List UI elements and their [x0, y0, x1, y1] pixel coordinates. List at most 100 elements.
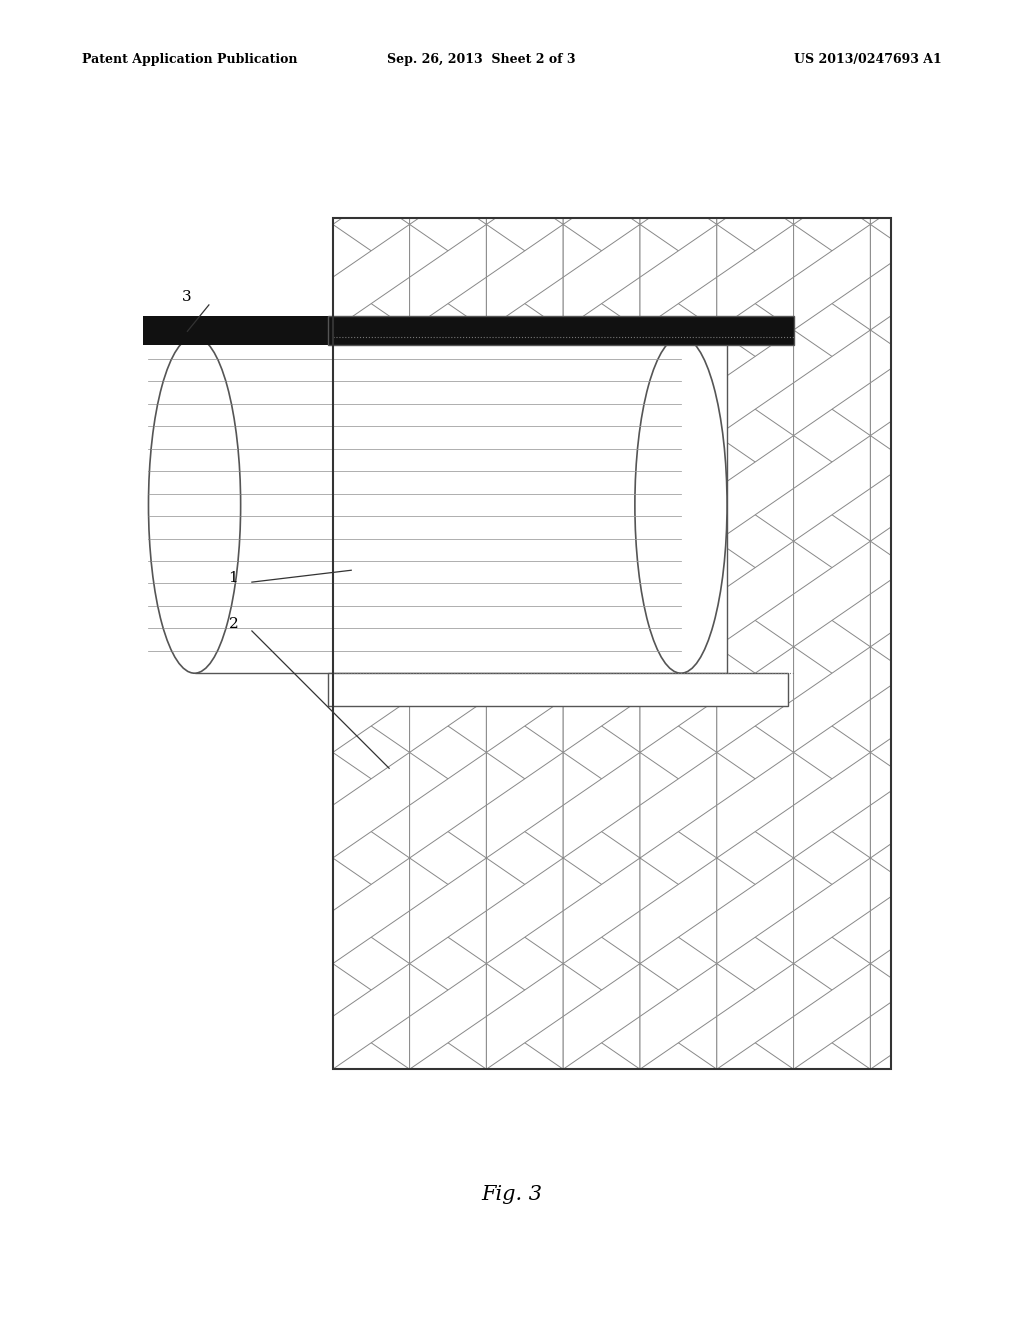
Polygon shape	[794, 858, 870, 964]
Polygon shape	[410, 119, 486, 224]
Polygon shape	[179, 858, 256, 964]
Polygon shape	[410, 964, 486, 1069]
Polygon shape	[870, 224, 947, 330]
Polygon shape	[947, 330, 1024, 436]
Polygon shape	[870, 752, 947, 858]
Polygon shape	[102, 13, 179, 119]
Polygon shape	[640, 964, 717, 1069]
Polygon shape	[179, 858, 256, 964]
Polygon shape	[947, 858, 1024, 964]
Polygon shape	[102, 752, 179, 858]
Polygon shape	[256, 1175, 333, 1280]
Polygon shape	[179, 13, 256, 119]
Polygon shape	[717, 858, 794, 964]
Polygon shape	[717, 1069, 794, 1175]
Polygon shape	[256, 858, 333, 964]
Polygon shape	[486, 0, 563, 13]
Polygon shape	[333, 13, 410, 119]
Text: 3: 3	[181, 290, 191, 304]
Polygon shape	[179, 119, 256, 224]
Polygon shape	[410, 224, 486, 330]
Polygon shape	[563, 858, 640, 964]
Polygon shape	[794, 964, 870, 1069]
Polygon shape	[947, 1175, 1024, 1280]
Polygon shape	[102, 964, 179, 1069]
Polygon shape	[563, 224, 640, 330]
Polygon shape	[717, 119, 794, 224]
Polygon shape	[717, 964, 794, 1069]
Polygon shape	[717, 1175, 794, 1280]
Bar	[333, 218, 891, 1069]
Polygon shape	[333, 224, 410, 330]
Bar	[333, 218, 891, 1069]
Polygon shape	[794, 752, 870, 858]
Polygon shape	[563, 119, 640, 224]
Polygon shape	[563, 436, 640, 541]
Polygon shape	[870, 752, 947, 858]
Polygon shape	[717, 1175, 794, 1280]
Polygon shape	[410, 0, 486, 13]
Polygon shape	[640, 224, 717, 330]
Polygon shape	[179, 1069, 256, 1175]
Polygon shape	[870, 858, 947, 964]
Polygon shape	[410, 858, 486, 964]
Polygon shape	[794, 119, 870, 224]
Polygon shape	[410, 119, 486, 224]
Polygon shape	[870, 647, 947, 752]
Polygon shape	[640, 647, 717, 752]
Polygon shape	[717, 224, 794, 330]
Polygon shape	[563, 964, 640, 1069]
Polygon shape	[717, 436, 794, 541]
Polygon shape	[256, 224, 333, 330]
Polygon shape	[947, 752, 1024, 858]
Text: 1: 1	[228, 572, 239, 585]
Polygon shape	[256, 1069, 333, 1175]
Polygon shape	[947, 1175, 1024, 1280]
Polygon shape	[486, 224, 563, 330]
Polygon shape	[947, 541, 1024, 647]
Bar	[195, 337, 727, 673]
Polygon shape	[947, 964, 1024, 1069]
Bar	[333, 218, 891, 1069]
Polygon shape	[179, 119, 256, 224]
Polygon shape	[333, 119, 410, 224]
Polygon shape	[717, 647, 794, 752]
Polygon shape	[179, 541, 256, 647]
Polygon shape	[333, 436, 410, 541]
Polygon shape	[486, 119, 563, 224]
Polygon shape	[486, 1175, 563, 1280]
Polygon shape	[794, 119, 870, 224]
Polygon shape	[640, 436, 717, 541]
Polygon shape	[179, 752, 256, 858]
Polygon shape	[640, 541, 717, 647]
Polygon shape	[947, 0, 1024, 13]
Polygon shape	[410, 330, 486, 436]
Polygon shape	[486, 0, 563, 13]
Polygon shape	[870, 1069, 947, 1175]
Polygon shape	[256, 1175, 333, 1280]
Polygon shape	[333, 964, 410, 1069]
Polygon shape	[179, 436, 256, 541]
Polygon shape	[179, 647, 256, 752]
Polygon shape	[717, 0, 794, 13]
Polygon shape	[333, 0, 410, 13]
Polygon shape	[102, 0, 179, 13]
Polygon shape	[717, 13, 794, 119]
Polygon shape	[179, 647, 256, 752]
Polygon shape	[486, 1069, 563, 1175]
Polygon shape	[640, 119, 717, 224]
Polygon shape	[179, 541, 256, 647]
Ellipse shape	[148, 337, 241, 673]
Polygon shape	[486, 1069, 563, 1175]
Polygon shape	[717, 13, 794, 119]
Polygon shape	[870, 330, 947, 436]
Polygon shape	[410, 1175, 486, 1280]
Polygon shape	[947, 1069, 1024, 1175]
Polygon shape	[256, 436, 333, 541]
Polygon shape	[333, 224, 410, 330]
Polygon shape	[256, 858, 333, 964]
Polygon shape	[870, 858, 947, 964]
Polygon shape	[486, 13, 563, 119]
Polygon shape	[640, 1175, 717, 1280]
Polygon shape	[794, 1175, 870, 1280]
